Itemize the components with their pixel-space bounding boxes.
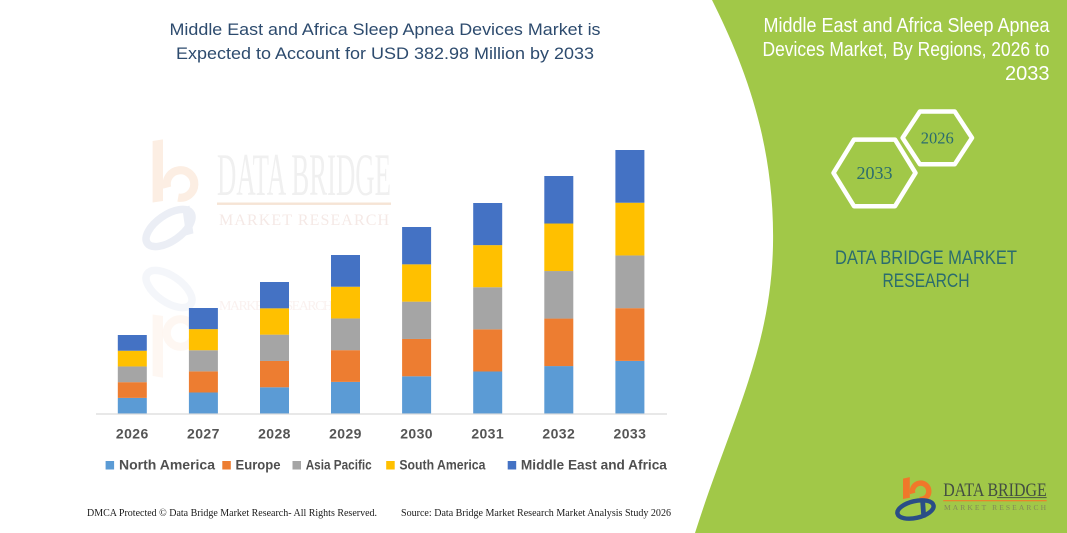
svg-text:DATA BRIDGE MARKET: DATA BRIDGE MARKET: [835, 248, 1017, 269]
svg-text:DMCA Protected © Data Bridge M: DMCA Protected © Data Bridge Market Rese…: [87, 508, 377, 519]
svg-text:DATA BRIDGE: DATA BRIDGE: [943, 481, 1046, 501]
svg-text:North America: North America: [119, 458, 216, 473]
svg-text:2026: 2026: [921, 129, 954, 148]
svg-text:Europe: Europe: [236, 458, 281, 473]
svg-text:MARKET RESEARCH: MARKET RESEARCH: [219, 212, 389, 229]
svg-text:2033: 2033: [857, 163, 893, 183]
svg-text:Devices Market, By Regions, 20: Devices Market, By Regions, 2026 to: [763, 39, 1050, 61]
svg-text:MARKET RESEARCH: MARKET RESEARCH: [944, 503, 1047, 512]
svg-text:2027: 2027: [187, 426, 220, 442]
svg-text:2029: 2029: [329, 426, 362, 442]
svg-text:DATA BRIDGE: DATA BRIDGE: [217, 143, 391, 209]
svg-text:2033: 2033: [1005, 63, 1050, 85]
svg-text:2031: 2031: [471, 426, 504, 442]
svg-text:Middle East and Africa Sleep A: Middle East and Africa Sleep Apnea Devic…: [170, 20, 601, 39]
svg-text:2026: 2026: [116, 426, 149, 442]
svg-text:Middle East and Africa: Middle East and Africa: [521, 458, 667, 473]
svg-text:2033: 2033: [614, 426, 647, 442]
svg-text:South America: South America: [399, 458, 485, 473]
svg-text:Source: Data Bridge Market Res: Source: Data Bridge Market Research Mark…: [401, 508, 671, 519]
svg-text:2030: 2030: [400, 426, 433, 442]
svg-text:Middle East and Africa Sleep A: Middle East and Africa Sleep Apnea: [764, 15, 1051, 37]
svg-text:RESEARCH: RESEARCH: [883, 271, 970, 292]
svg-text:Asia Pacific: Asia Pacific: [306, 458, 372, 473]
svg-text:2032: 2032: [542, 426, 575, 442]
svg-text:Expected to Account for USD 38: Expected to Account for USD 382.98 Milli…: [176, 44, 594, 63]
svg-text:2028: 2028: [258, 426, 291, 442]
